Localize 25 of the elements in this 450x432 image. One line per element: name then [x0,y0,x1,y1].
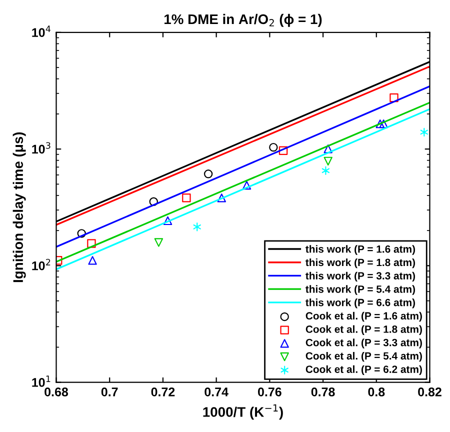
legend-label: this work (P = 1.6 atm) [306,245,415,255]
y-tick-label: 10$^{1}$ [32,376,50,387]
legend-label: Cook et al. (P = 1.6 atm) [306,312,422,322]
legend-label: this work (P = 5.4 atm) [306,285,415,295]
x-axis-title: 1000/T (K$^{−1}$) [203,404,283,420]
x-tick-label: 0.68 [44,388,68,396]
legend-label: Cook et al. (P = 6.2 atm) [306,365,422,376]
x-tick-label: 0.76 [258,388,282,396]
legend-label: Cook et al. (P = 5.4 atm) [306,352,422,362]
y-tick-label: 10$^{4}$ [32,26,50,37]
y-tick-label: 10$^{2}$ [32,258,50,270]
x-tick-label: 0.8 [368,388,385,396]
legend-label: Cook et al. (P = 1.8 atm) [306,325,422,335]
legend-label: this work (P = 1.8 atm) [306,258,415,268]
y-axis-title: Ignition delay time (μs) [12,132,26,282]
legend-label: this work (P = 6.6 atm) [306,298,415,308]
legend-label: Cook et al. (P = 3.3 atm) [306,338,422,348]
x-tick-label: 0.82 [418,388,442,396]
chart-title: 1% DME in Ar/O$_{2}$ (ϕ = 1) [164,14,322,27]
x-tick-label: 0.72 [151,388,175,396]
x-tick-label: 0.78 [311,388,335,396]
y-tick-label: 10$^{3}$ [32,142,50,154]
legend-label: this work (P = 3.3 atm) [306,272,415,282]
x-tick-label: 0.74 [204,388,228,396]
x-tick-label: 0.7 [101,388,118,396]
